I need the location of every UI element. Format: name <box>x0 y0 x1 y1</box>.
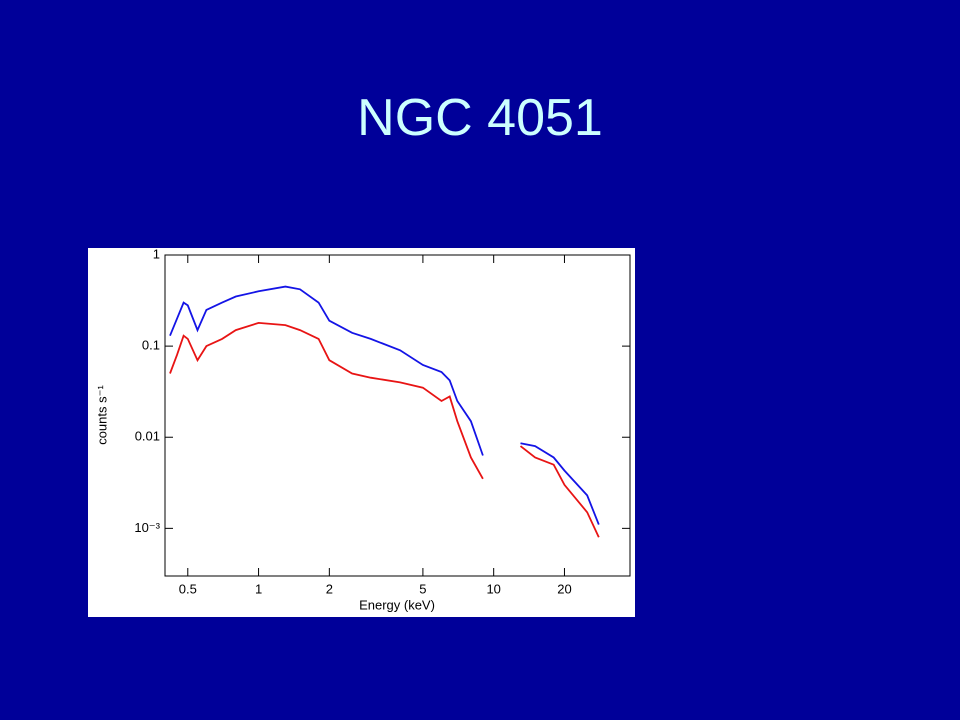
x-tick-label: 10 <box>486 581 500 596</box>
y-tick-label: 10⁻³ <box>134 520 160 535</box>
x-axis-label: Energy (keV) <box>359 597 435 612</box>
x-tick-label: 2 <box>326 581 333 596</box>
plot-frame <box>164 254 631 577</box>
x-tick-label: 20 <box>557 581 571 596</box>
y-tick-label: 1 <box>153 246 160 261</box>
series-line <box>169 321 600 538</box>
slide-title: NGC 4051 <box>357 89 603 147</box>
chart-panel <box>88 248 635 617</box>
series-line <box>169 285 600 525</box>
x-tick-label: 1 <box>255 581 262 596</box>
y-tick-label: 0.1 <box>142 338 160 353</box>
y-axis-label: counts s⁻¹ <box>94 385 109 445</box>
x-tick-label: 5 <box>419 581 426 596</box>
x-tick-label: 0.5 <box>179 581 197 596</box>
y-tick-label: 0.01 <box>135 429 160 444</box>
